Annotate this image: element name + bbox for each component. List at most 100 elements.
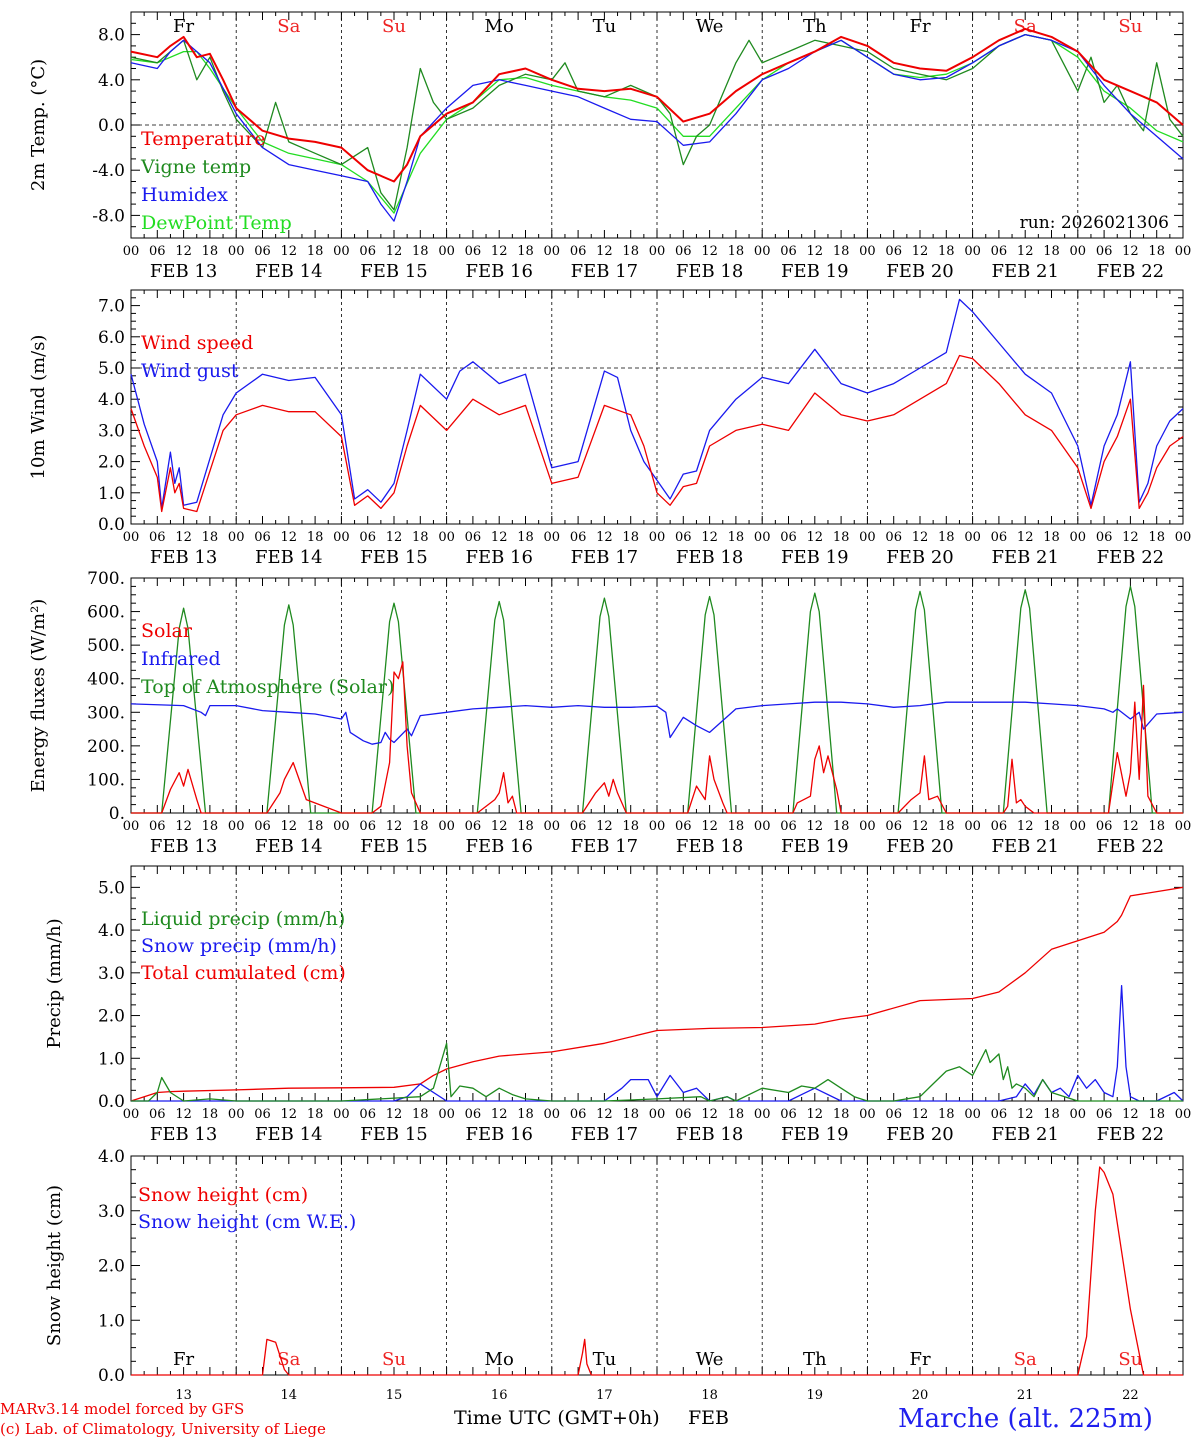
series-line-snow-precip-mm-h- xyxy=(131,984,1184,1102)
x-hour-label: 00 xyxy=(123,819,140,834)
x-hour-label: 00 xyxy=(859,819,876,834)
x-hour-label: 00 xyxy=(754,819,771,834)
x-hour-label: 12 xyxy=(491,244,508,259)
x-hour-label: 00 xyxy=(649,819,666,834)
x-hour-label: 00 xyxy=(228,819,245,834)
y-tick-label: 5.0 xyxy=(98,878,125,898)
x-hour-label: 12 xyxy=(281,819,298,834)
x-date-label: FEB 19 xyxy=(781,836,848,857)
series-line-wind-speed xyxy=(130,354,1184,513)
x-hour-label: 18 xyxy=(517,1107,534,1122)
series-line-solar xyxy=(131,661,1183,814)
series-line-snow-height-cm- xyxy=(131,1166,1183,1376)
x-date-label: FEB 13 xyxy=(150,836,217,857)
x-hour-label: 00 xyxy=(544,244,561,259)
y-tick-label: 200. xyxy=(87,737,125,757)
x-date-label: FEB 16 xyxy=(465,836,532,857)
x-hour-label: 12 xyxy=(386,530,403,545)
x-hour-label: 18 xyxy=(307,1107,324,1122)
y-tick-label: 0.0 xyxy=(98,1366,125,1386)
x-hour-label: 00 xyxy=(964,819,981,834)
y-tick-label: 3.0 xyxy=(98,1202,125,1222)
x-hour-label: 06 xyxy=(465,530,482,545)
x-hour-label: 18 xyxy=(938,244,955,259)
series-line-wind-gust xyxy=(130,298,1184,510)
day-name-label: Th xyxy=(803,16,827,37)
x-hour-label: 18 xyxy=(622,530,639,545)
x-hour-label: 06 xyxy=(675,530,692,545)
x-hour-label: 06 xyxy=(465,819,482,834)
x-hour-label: 18 xyxy=(833,530,850,545)
x-hour-label: 00 xyxy=(859,1107,876,1122)
y-tick-label: 0.0 xyxy=(98,1092,125,1112)
x-hour-label: 06 xyxy=(570,1107,587,1122)
x-hour-label: 06 xyxy=(991,244,1008,259)
legend-entry: Snow height (cm W.E.) xyxy=(138,1211,356,1233)
y-tick-label: 4.0 xyxy=(98,1147,125,1167)
x-hour-label: 18 xyxy=(622,1107,639,1122)
x-hour-label: 06 xyxy=(149,1107,166,1122)
day-name-label: Sa xyxy=(277,16,300,37)
x-date-label: FEB 17 xyxy=(571,261,638,282)
x-date-label: FEB 15 xyxy=(360,547,427,568)
x-hour-label: 18 xyxy=(938,819,955,834)
x-date-label: FEB 20 xyxy=(886,547,953,568)
y-tick-label: -8.0 xyxy=(92,206,125,226)
x-hour-label: 00 xyxy=(964,244,981,259)
day-name-label: Sa xyxy=(1014,16,1037,37)
x-hour-label: 12 xyxy=(1122,530,1139,545)
x-hour-label: 00 xyxy=(754,530,771,545)
x-hour-label: 06 xyxy=(359,819,376,834)
x-date-label: FEB 16 xyxy=(465,261,532,282)
x-date-label: FEB 18 xyxy=(676,261,743,282)
x-hour-label: 00 xyxy=(123,244,140,259)
x-date-label: FEB 21 xyxy=(991,1124,1058,1145)
y-tick-label: -4.0 xyxy=(92,161,125,181)
x-date-label: FEB 17 xyxy=(571,1124,638,1145)
y-tick-label: 4.0 xyxy=(98,390,125,410)
x-hour-label: 06 xyxy=(570,530,587,545)
x-hour-label: 12 xyxy=(175,530,192,545)
x-hour-label: 06 xyxy=(780,819,797,834)
y-tick-label: 6.0 xyxy=(98,328,125,348)
x-date-label: FEB 20 xyxy=(886,836,953,857)
y-tick-label: 3.0 xyxy=(98,964,125,984)
y-tick-label: 700. xyxy=(87,569,125,589)
x-date-label: FEB 15 xyxy=(360,261,427,282)
x-day-number: 19 xyxy=(807,1388,824,1403)
x-date-label: FEB 15 xyxy=(360,836,427,857)
x-hour-label: 18 xyxy=(728,1107,745,1122)
x-hour-label: 12 xyxy=(281,244,298,259)
x-hour-label: 00 xyxy=(859,530,876,545)
x-hour-label: 12 xyxy=(596,1107,613,1122)
x-hour-label: 06 xyxy=(359,1107,376,1122)
x-hour-label: 00 xyxy=(333,1107,350,1122)
x-hour-label: 18 xyxy=(1148,1107,1165,1122)
x-hour-label: 18 xyxy=(412,1107,429,1122)
x-date-label: FEB 13 xyxy=(150,1124,217,1145)
x-hour-label: 18 xyxy=(307,530,324,545)
x-hour-label: 12 xyxy=(912,530,929,545)
day-name-label: Su xyxy=(382,1349,406,1370)
day-name-label: Fr xyxy=(909,16,930,37)
x-date-label: FEB 17 xyxy=(571,547,638,568)
legend-entry: Solar xyxy=(141,620,193,642)
legend-entry: Snow precip (mm/h) xyxy=(141,935,337,957)
x-date-label: FEB 19 xyxy=(781,547,848,568)
legend-entry: Snow height (cm) xyxy=(138,1184,308,1206)
x-hour-label: 00 xyxy=(544,819,561,834)
x-hour-label: 12 xyxy=(1017,530,1034,545)
x-hour-label: 06 xyxy=(675,1107,692,1122)
x-hour-label: 00 xyxy=(1070,819,1087,834)
x-hour-label: 00 xyxy=(228,1107,245,1122)
x-hour-label: 06 xyxy=(254,1107,271,1122)
x-hour-label: 18 xyxy=(728,244,745,259)
x-hour-label: 12 xyxy=(807,819,824,834)
x-hour-label: 18 xyxy=(833,819,850,834)
x-hour-label: 00 xyxy=(754,1107,771,1122)
x-date-label: FEB 22 xyxy=(1097,261,1164,282)
x-day-number: 20 xyxy=(912,1388,929,1403)
x-hour-label: 06 xyxy=(254,244,271,259)
